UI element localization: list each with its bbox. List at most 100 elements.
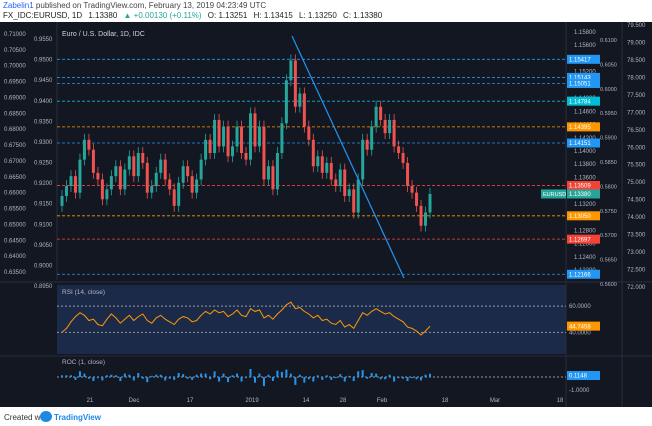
- roc-bar: [177, 372, 180, 377]
- level-tag-label: 1.14151: [569, 141, 591, 147]
- roc-bar: [195, 374, 198, 377]
- chart-area[interactable]: 0.71000 0.70500 0.70000 0.69500 0.69000 0.685…: [0, 22, 652, 407]
- level-tag-label: 1.15417: [569, 58, 591, 64]
- author-link[interactable]: Zabelin1: [3, 1, 34, 10]
- roc-bar: [420, 377, 423, 381]
- candle: [87, 139, 91, 150]
- roc-bar: [253, 377, 256, 383]
- left-axis-label-1: 0.69500: [4, 80, 26, 86]
- candle: [141, 153, 145, 163]
- tradingview-logo-icon[interactable]: [40, 411, 52, 422]
- roc-bar: [61, 375, 63, 377]
- level-tag-label: 1.15051: [569, 82, 591, 88]
- roc-bar: [330, 377, 333, 380]
- candle: [424, 212, 428, 226]
- candle: [177, 182, 181, 206]
- roc-bar: [411, 377, 414, 379]
- candle: [383, 119, 387, 134]
- roc-bar: [92, 377, 95, 381]
- time-axis-label: 2019: [245, 398, 259, 404]
- roc-bar: [280, 371, 283, 377]
- open-value: O: 1.13251: [207, 11, 248, 20]
- roc-bar: [303, 377, 306, 383]
- candle: [248, 113, 252, 160]
- right-axis-label: 72.000: [627, 285, 646, 291]
- roc-bar: [361, 370, 364, 377]
- roc-bar: [168, 377, 171, 379]
- left-axis-label-1: 0.68500: [4, 111, 26, 117]
- candle: [302, 93, 306, 127]
- right-axis-label: 76.000: [627, 145, 646, 151]
- roc-value-label: 0.1148: [569, 374, 588, 380]
- roc-bar: [105, 375, 108, 377]
- level-tag: [567, 180, 600, 190]
- rsi-upper-label: 60.0000: [569, 304, 591, 310]
- left-axis-label-1: 0.68000: [4, 127, 26, 133]
- candle: [419, 205, 423, 226]
- roc-bar: [289, 373, 292, 377]
- roc-bar: [325, 375, 328, 377]
- level-tag-label: 1.12166: [569, 272, 591, 278]
- rsi-title: RSI (14, close): [62, 289, 105, 296]
- right-axis-label: 78.500: [627, 58, 646, 64]
- header: Zabelin1 published on TradingView.com, F…: [0, 0, 652, 22]
- right-axis-label: 75.500: [627, 163, 646, 169]
- high-value: H: 1.13415: [253, 11, 293, 20]
- left-axis-label-2: 0.9300: [34, 140, 53, 146]
- candle: [338, 169, 342, 187]
- candle: [388, 119, 392, 134]
- candle: [168, 179, 172, 190]
- tradingview-link[interactable]: TradingView: [54, 413, 101, 422]
- symbol-line: FX_IDC:EURUSD, 1D 1.13380 ▲ +0.00130 (+0…: [3, 11, 386, 20]
- chart-title: Euro / U.S. Dollar, 1D, IDC: [62, 31, 145, 38]
- symbol-label: FX_IDC:EURUSD, 1D: [3, 11, 83, 20]
- candle: [253, 113, 257, 147]
- roc-bar: [164, 377, 167, 381]
- roc-bar: [146, 377, 149, 383]
- left-axis-label-1: 0.70500: [4, 48, 26, 54]
- mid-axis-label: 0.6100: [600, 38, 617, 44]
- level-tag: [567, 54, 600, 64]
- mid-axis-label: 0.5850: [600, 160, 617, 166]
- level-tag-label: 1.14784: [569, 99, 591, 105]
- roc-bar: [366, 377, 369, 379]
- left-axis-label-2: 0.8950: [34, 284, 53, 290]
- roc-bar: [159, 374, 162, 377]
- roc-bar: [397, 377, 400, 379]
- candle: [132, 156, 136, 177]
- chart-canvas[interactable]: 0.71000 0.70500 0.70000 0.69500 0.69000 0.685…: [0, 22, 652, 407]
- time-axis-label: Mar: [490, 398, 500, 404]
- roc-bar: [357, 371, 360, 377]
- roc-title: ROC (1, close): [62, 359, 105, 366]
- time-axis-label: 21: [87, 398, 94, 404]
- candle: [320, 156, 324, 173]
- candle: [172, 189, 176, 206]
- price-tag-label: 1.13380: [569, 192, 591, 198]
- price-change: ▲ +0.00130 (+0.11%): [123, 11, 202, 20]
- roc-bar: [128, 374, 131, 377]
- candle: [150, 186, 154, 193]
- price-axis-label: 1.13600: [574, 175, 596, 181]
- roc-bar: [78, 371, 81, 377]
- mid-axis-label: 0.5700: [600, 233, 617, 239]
- candle: [195, 179, 199, 193]
- price-axis-label: 1.12800: [574, 228, 596, 234]
- trendline: [291, 35, 405, 279]
- candle: [96, 172, 100, 180]
- roc-bar: [245, 377, 247, 379]
- roc-bar: [137, 372, 140, 377]
- roc-bar: [267, 374, 270, 377]
- roc-bar: [343, 377, 346, 382]
- left-axis-label-2: 0.9050: [34, 243, 53, 249]
- mid-axis-label: 0.5750: [600, 209, 617, 215]
- rsi-value-tag: [567, 321, 600, 331]
- candle: [347, 189, 351, 196]
- time-axis-label: 28: [340, 398, 347, 404]
- candle: [60, 195, 64, 206]
- roc-bar: [271, 377, 274, 381]
- candle: [204, 139, 208, 160]
- roc-bar: [352, 377, 355, 382]
- candle: [271, 166, 275, 190]
- level-tag-label: 1.14395: [569, 125, 591, 131]
- candle: [226, 126, 230, 157]
